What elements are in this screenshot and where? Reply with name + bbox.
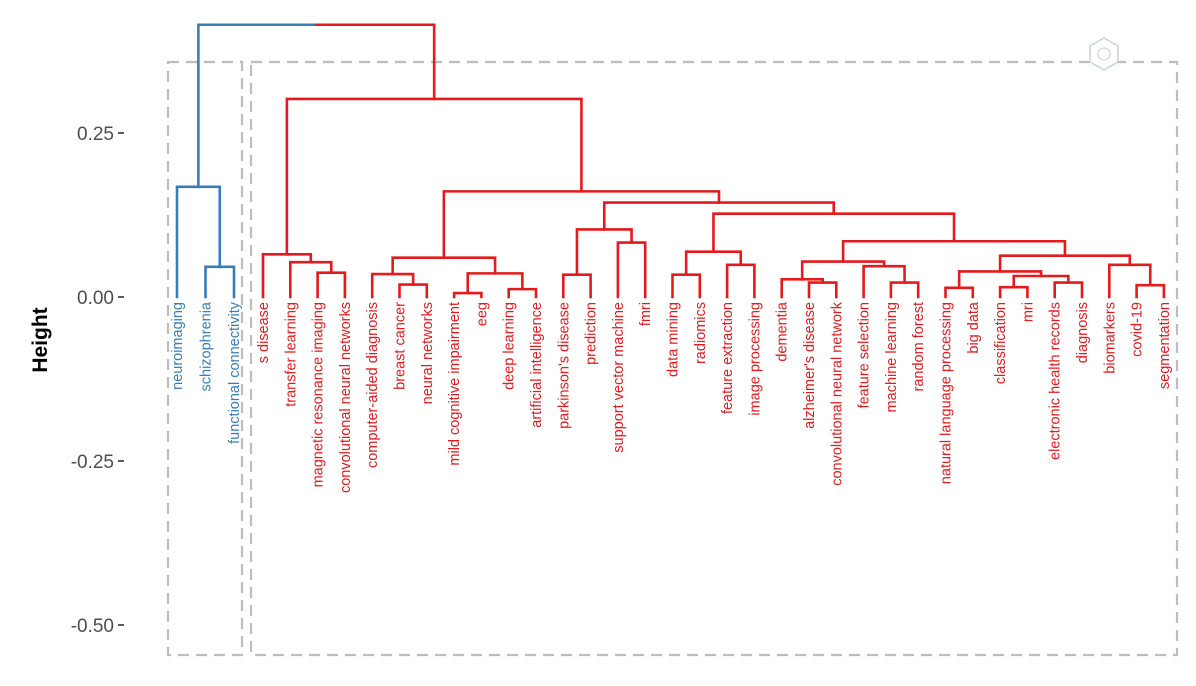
y-tick-label-0: 0.25 xyxy=(77,124,114,145)
m-bc-nn xyxy=(398,283,429,299)
leaf-label-9: neural networks xyxy=(420,302,436,404)
m-dm-rad xyxy=(671,273,702,299)
m-red xyxy=(285,97,583,256)
leaf-label-0: neuroimaging xyxy=(170,302,186,390)
m-nn-group xyxy=(391,256,497,276)
leaf-label-19: radiomics xyxy=(693,302,709,364)
leaf-label-35: covid-19 xyxy=(1130,302,1146,357)
m-mri-cnns xyxy=(316,271,347,299)
leaf-label-28: natural language processing xyxy=(939,302,955,484)
leaf-label-13: artificial intelligence xyxy=(529,302,545,428)
m-bio xyxy=(1108,263,1152,299)
leaf-label-11: eeg xyxy=(474,302,490,326)
y-axis: 0.25 0.00 -0.25 -0.50 xyxy=(71,124,124,637)
leaf-label-26: machine learning xyxy=(884,302,900,412)
leaf-label-32: electronic health records xyxy=(1048,302,1064,460)
leaf-label-18: data mining xyxy=(666,302,682,377)
leaf-label-34: biomarkers xyxy=(1102,302,1118,374)
y-axis-title: Height xyxy=(29,307,52,372)
y-tick-label-1: 0.00 xyxy=(77,288,114,309)
leaf-label-25: feature selection xyxy=(857,302,873,408)
m-dem-group xyxy=(800,260,886,281)
leaf-label-30: classification xyxy=(993,302,1009,384)
cluster-box-2 xyxy=(249,60,1179,657)
m-svm-fmri xyxy=(616,241,647,299)
m-nlp-group xyxy=(957,270,1043,290)
leaf-label-6: convolutional neural networks xyxy=(338,302,354,493)
watermark-logo xyxy=(1089,37,1119,71)
leaf-label-33: diagnosis xyxy=(1075,302,1091,363)
leaf-label-12: deep learning xyxy=(502,302,518,390)
leaf-label-23: alzheimer's disease xyxy=(802,302,818,429)
leaf-labels: neuroimaging schizophrenia functional conn… xyxy=(170,301,1173,493)
y-tick-label-3: -0.50 xyxy=(71,616,114,637)
leaf-label-7: computer-aided diagnosis xyxy=(365,302,381,468)
leaf-label-21: image processing xyxy=(747,302,763,416)
y-tick-3: -0.50 xyxy=(71,616,124,637)
y-tick-0: 0.25 xyxy=(77,124,124,145)
m-cls-mri xyxy=(998,285,1029,299)
y-tick-label-2: -0.25 xyxy=(71,452,114,473)
dendrogram-branches xyxy=(175,23,1166,299)
m-pd-dm xyxy=(602,201,836,231)
m-ehr-diag xyxy=(1053,281,1084,299)
leaf-label-8: breast cancer xyxy=(393,302,409,390)
m-blue xyxy=(175,185,222,299)
leaf-label-17: fmri xyxy=(638,302,654,326)
leaf-label-22: dementia xyxy=(775,301,791,362)
cluster-box-1 xyxy=(166,60,244,657)
m-root-right xyxy=(314,23,436,101)
m-nlp-bd xyxy=(944,286,975,299)
m-tl xyxy=(289,260,333,299)
m-dem-big xyxy=(841,239,1067,263)
leaf-label-1: schizophrenia xyxy=(199,301,215,391)
leaf-label-20: feature extraction xyxy=(720,302,736,414)
leaf-label-36: segmentation xyxy=(1157,302,1173,389)
m-pd-group xyxy=(575,228,633,276)
leaf-label-5: magnetic resonance imaging xyxy=(311,302,327,487)
leaf-label-31: mri xyxy=(1020,302,1036,322)
m-dm-group xyxy=(684,250,743,276)
leaf-label-2: functional connectivity xyxy=(227,301,243,444)
m-schizo-fc xyxy=(204,265,236,299)
m-dm-dem xyxy=(712,212,956,254)
m-ml-rf xyxy=(889,281,920,299)
leaf-label-24: convolutional neural network xyxy=(829,301,845,486)
m-ad-cnn xyxy=(807,281,838,299)
y-tick-2: -0.25 xyxy=(71,452,124,473)
leaf-label-27: random forest xyxy=(911,302,927,391)
m-sdisease xyxy=(261,253,313,299)
leaf-label-16: support vector machine xyxy=(611,302,627,453)
m-pd-pred xyxy=(562,273,592,299)
leaf-label-14: parkinson's disease xyxy=(556,302,572,429)
leaf-label-15: prediction xyxy=(584,302,600,365)
leaf-label-10: mild cognitive impairment xyxy=(447,302,463,466)
m-fe-ip xyxy=(725,263,756,299)
leaf-label-4: transfer learning xyxy=(283,302,299,407)
leaf-label-3: s disease xyxy=(256,302,272,363)
y-tick-1: 0.00 xyxy=(77,288,124,309)
leaf-label-29: big data xyxy=(966,301,982,354)
m-root-left xyxy=(197,23,318,189)
m-covid-seg xyxy=(1135,283,1166,299)
